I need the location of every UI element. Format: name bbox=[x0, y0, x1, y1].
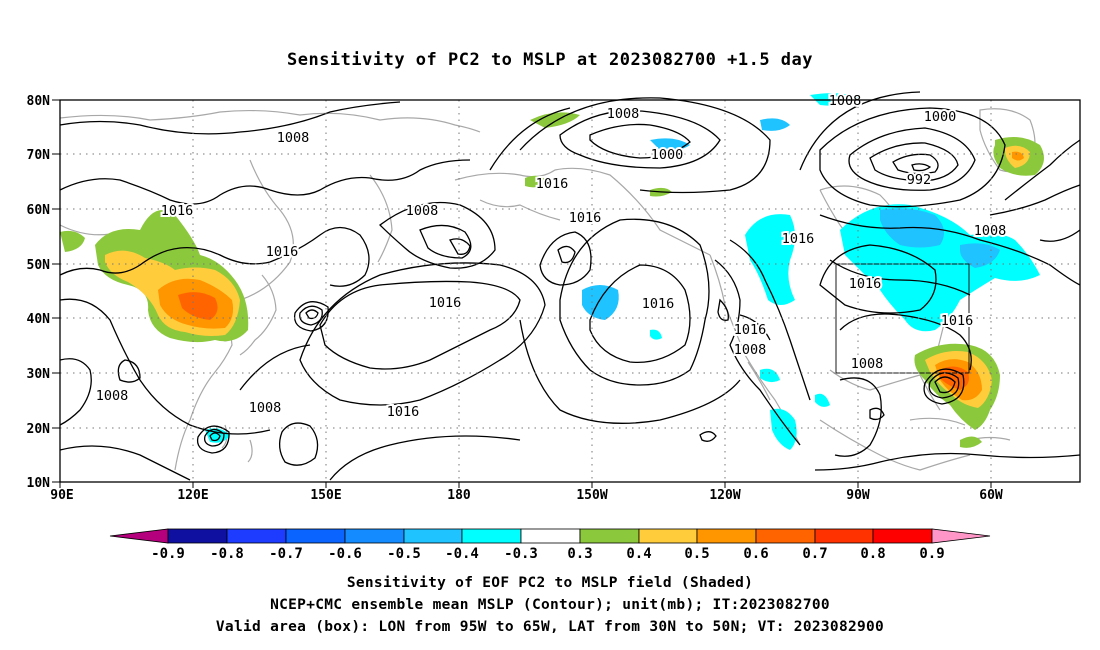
contour-labels: 1008 1008 1016 1008 1000 1016 1016 992 1… bbox=[94, 91, 1009, 422]
colorbar-cell bbox=[403, 528, 463, 544]
colorbar-label: -0.4 bbox=[445, 546, 479, 562]
colorbar-cell bbox=[167, 528, 228, 544]
contour-label: 1008 bbox=[829, 93, 862, 109]
colorbar-label: 0.6 bbox=[743, 546, 768, 562]
page-title: Sensitivity of PC2 to MSLP at 2023082700… bbox=[286, 50, 813, 70]
colorbar-cell bbox=[285, 528, 346, 544]
colorbar-label: 0.9 bbox=[919, 546, 944, 562]
contour-label: 992 bbox=[907, 172, 931, 188]
colorbar-cell bbox=[872, 528, 933, 544]
lon-label-150w: 150W bbox=[576, 488, 607, 503]
contour-label: 1016 bbox=[569, 210, 602, 226]
lat-labels: 80N 70N 60N 50N 40N 30N 20N 10N bbox=[27, 94, 51, 491]
contour-label: 1008 bbox=[249, 400, 282, 416]
colorbar-label: -0.6 bbox=[328, 546, 362, 562]
contour-label: 1008 bbox=[974, 223, 1007, 239]
axis-ticks bbox=[52, 99, 992, 488]
caption-valid-area: Valid area (box): LON from 95W to 65W, L… bbox=[215, 619, 885, 635]
colorbar-min-triangle bbox=[109, 528, 169, 544]
contour-label: 1008 bbox=[734, 342, 767, 358]
contour-label: 1016 bbox=[266, 244, 299, 260]
lat-label-70n: 70N bbox=[27, 148, 51, 163]
contour-label: 1016 bbox=[941, 313, 974, 329]
contour-label: 1016 bbox=[161, 203, 194, 219]
colorbar-cell bbox=[520, 528, 581, 544]
lon-label-150e: 150E bbox=[310, 488, 341, 503]
colorbar-label: -0.9 bbox=[151, 546, 185, 562]
lon-labels: 90E 120E 150E 180 150W 120W 90W 60W bbox=[50, 488, 1003, 503]
contour-label: 1016 bbox=[734, 322, 767, 338]
colorbar-label: 0.5 bbox=[684, 546, 709, 562]
colorbar-label: -0.8 bbox=[210, 546, 244, 562]
contour-label: 1016 bbox=[849, 276, 882, 292]
lon-label-120e: 120E bbox=[177, 488, 208, 503]
colorbar bbox=[109, 528, 991, 544]
colorbar-labels: -0.9 -0.8 -0.7 -0.6 -0.5 -0.4 -0.3 0.3 0… bbox=[151, 546, 945, 562]
lat-label-10n: 10N bbox=[27, 476, 51, 491]
contour-label: 1016 bbox=[387, 404, 420, 420]
contour-label: 1016 bbox=[429, 295, 462, 311]
colorbar-cell bbox=[461, 528, 522, 544]
contour-label: 1016 bbox=[782, 231, 815, 247]
valid-area-box bbox=[835, 263, 970, 374]
colorbar-label: 0.7 bbox=[802, 546, 827, 562]
colorbar-label: -0.3 bbox=[504, 546, 538, 562]
contour-label: 1016 bbox=[642, 296, 675, 312]
shade-negative-cyan bbox=[745, 214, 795, 305]
lon-label-90e: 90E bbox=[50, 488, 73, 503]
contour-label: 1016 bbox=[536, 176, 569, 192]
contour-label: 1008 bbox=[851, 356, 884, 372]
lat-label-60n: 60N bbox=[27, 203, 51, 218]
colorbar-label: 0.3 bbox=[567, 546, 592, 562]
contour-label: 1000 bbox=[651, 147, 684, 163]
colorbar-label: 0.8 bbox=[860, 546, 885, 562]
lat-label-50n: 50N bbox=[27, 258, 51, 273]
shaded-sensitivity bbox=[60, 93, 1044, 450]
lat-lon-grid bbox=[60, 100, 1080, 482]
colorbar-cell bbox=[696, 528, 757, 544]
mslp-contours bbox=[59, 91, 1081, 481]
map-frame bbox=[59, 99, 1081, 483]
lon-label-180: 180 bbox=[447, 488, 471, 503]
contour-label: 1008 bbox=[96, 388, 129, 404]
colorbar-cell bbox=[579, 528, 640, 544]
colorbar-cell bbox=[226, 528, 287, 544]
colorbar-cell bbox=[638, 528, 698, 544]
colorbar-label: -0.7 bbox=[269, 546, 303, 562]
lon-label-60w: 60W bbox=[979, 488, 1003, 503]
lon-label-120w: 120W bbox=[709, 488, 740, 503]
caption-shading: Sensitivity of EOF PC2 to MSLP field (Sh… bbox=[346, 575, 754, 591]
lon-label-90w: 90W bbox=[846, 488, 870, 503]
colorbar-cell bbox=[755, 528, 816, 544]
lat-label-80n: 80N bbox=[27, 94, 51, 109]
contour-label: 1008 bbox=[607, 106, 640, 122]
caption-contour: NCEP+CMC ensemble mean MSLP (Contour); u… bbox=[270, 597, 830, 613]
colorbar-label: 0.4 bbox=[626, 546, 651, 562]
colorbar-max-triangle bbox=[931, 528, 991, 544]
colorbar-label: -0.5 bbox=[387, 546, 421, 562]
contour-label: 1008 bbox=[277, 130, 310, 146]
colorbar-cell bbox=[814, 528, 874, 544]
lat-label-40n: 40N bbox=[27, 312, 51, 327]
contour-label: 1000 bbox=[924, 109, 957, 125]
contour-label: 1008 bbox=[406, 203, 439, 219]
lat-label-30n: 30N bbox=[27, 367, 51, 382]
lat-label-20n: 20N bbox=[27, 422, 51, 437]
colorbar-cell bbox=[344, 528, 405, 544]
shade-positive-orange-2 bbox=[178, 292, 218, 320]
